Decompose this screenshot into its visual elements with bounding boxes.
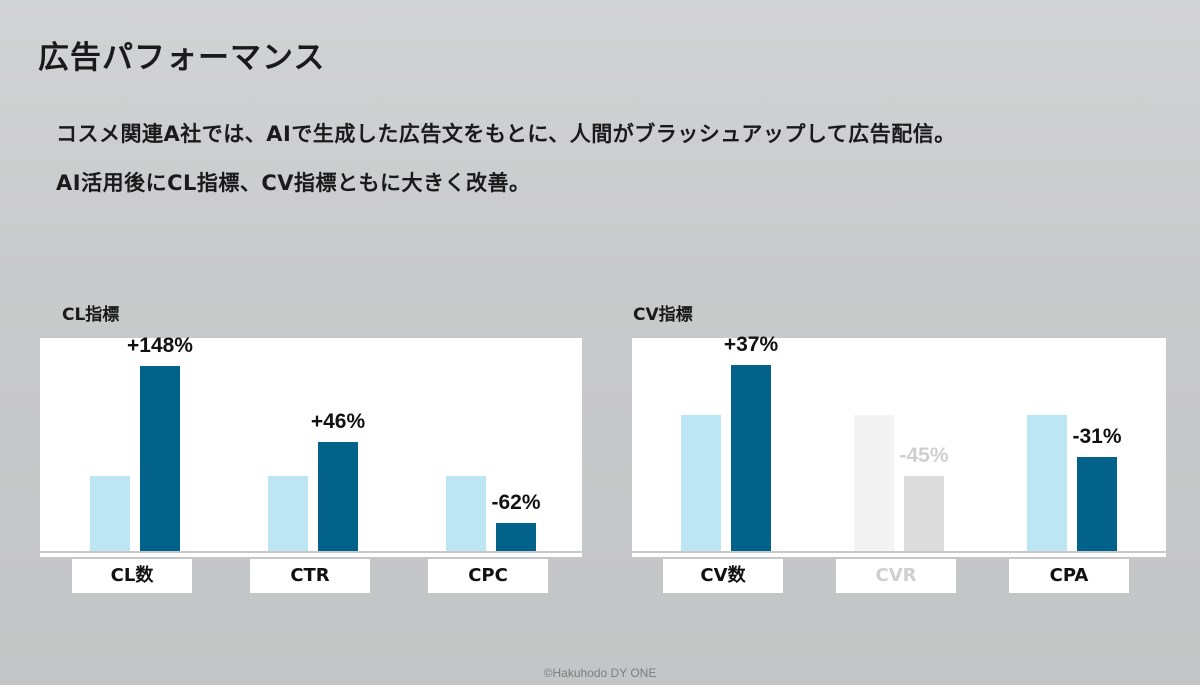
data-label-0-0: +148% — [127, 333, 193, 357]
bar-before-1-1 — [854, 415, 894, 551]
data-label-1-0: +37% — [723, 332, 779, 356]
description-line-2: AI活用後にCL指標、CV指標ともに大きく改善。 — [56, 171, 531, 195]
bar-after-0-2 — [496, 522, 536, 551]
category-label-1-1: CVR — [836, 559, 956, 593]
data-label-1-1: -45% — [899, 444, 949, 468]
bar-before-0-2 — [446, 476, 486, 551]
category-label-1-2: CPA — [1009, 559, 1129, 593]
bar-after-1-0 — [731, 364, 771, 551]
chart-baseline-0 — [40, 551, 582, 553]
bar-after-0-0 — [140, 365, 180, 551]
bar-before-0-1 — [268, 476, 308, 551]
copyright-footer: ©Hakuhodo DY ONE — [543, 666, 657, 680]
chart-panel-0 — [40, 338, 582, 557]
bar-after-1-2 — [1077, 457, 1117, 551]
bar-after-1-1 — [904, 476, 944, 551]
chart-baseline-1 — [632, 551, 1166, 553]
category-label-0-2: CPC — [428, 559, 548, 593]
description-line-1: コスメ関連A社では、AIで生成した広告文をもとに、人間がブラッシュアップして広告… — [56, 122, 956, 146]
bar-before-1-2 — [1027, 415, 1067, 551]
data-label-0-2: -62% — [491, 490, 541, 514]
data-label-1-2: -31% — [1072, 425, 1122, 449]
bar-before-1-0 — [681, 415, 721, 551]
category-label-0-1: CTR — [250, 559, 370, 593]
chart-title-1: CV指標 — [633, 305, 693, 325]
chart-title-0: CL指標 — [62, 305, 120, 325]
category-label-1-0: CV数 — [663, 559, 783, 593]
data-label-0-1: +46% — [310, 410, 366, 434]
bar-before-0-0 — [90, 476, 130, 551]
category-label-0-0: CL数 — [72, 559, 192, 593]
bar-after-0-1 — [318, 442, 358, 551]
page-title: 広告パフォーマンス — [38, 40, 326, 76]
